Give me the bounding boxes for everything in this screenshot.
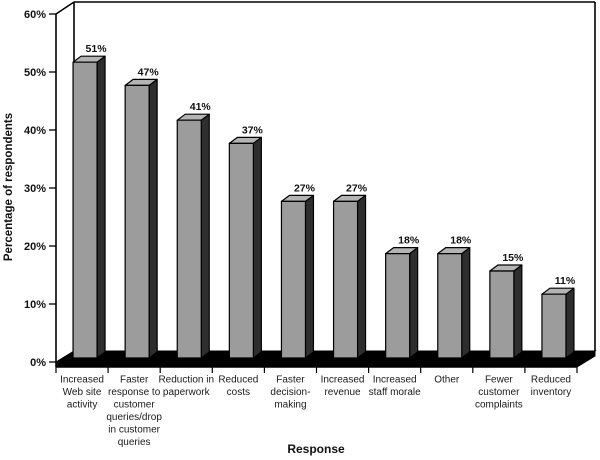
category-label-line: customer — [478, 387, 520, 398]
y-tick-label: 60% — [24, 9, 46, 21]
bar — [385, 247, 419, 359]
top-left-diagonal — [55, 1, 75, 15]
floor-right-face — [576, 350, 596, 368]
bar — [489, 264, 523, 359]
bar — [124, 78, 158, 359]
category-label-line: in customer — [108, 425, 160, 436]
bar-front-face — [280, 200, 307, 359]
bar-value-label: 18% — [398, 235, 420, 247]
y-axis-title: Percentage of respondents — [3, 113, 15, 261]
bar-front-face — [437, 253, 463, 359]
bar-side-face — [252, 136, 262, 359]
bar-value-label: 27% — [346, 182, 368, 194]
bar-side-face — [304, 194, 315, 359]
category-label-line: complaints — [475, 400, 523, 411]
bar-value-label: 51% — [86, 43, 108, 55]
bar — [332, 194, 367, 359]
bar-side-face — [513, 264, 523, 359]
bar-front-face — [332, 200, 359, 359]
bar-side-face — [148, 78, 158, 359]
bars-group — [72, 55, 575, 359]
bar-value-label: 11% — [555, 275, 576, 287]
category-label-line: Reduction in — [158, 375, 214, 386]
bar-side-face — [565, 287, 575, 359]
bar-side-face — [96, 55, 106, 359]
y-tick-label: 20% — [24, 241, 46, 253]
bar-front-face — [489, 270, 515, 359]
x-axis-title: Response — [287, 442, 345, 456]
bar-value-label: 18% — [450, 235, 472, 247]
category-label-line: queries — [118, 437, 151, 448]
y-tick-label: 0% — [30, 357, 46, 369]
bar-value-label: 41% — [190, 101, 212, 113]
bar-value-label: 37% — [242, 124, 264, 136]
y-tick-label: 10% — [24, 299, 46, 311]
category-label-line: Faster — [120, 375, 149, 386]
bar-side-face — [356, 194, 367, 359]
bar — [280, 194, 315, 359]
y-tick-label: 40% — [24, 125, 46, 137]
category-label-line: paperwork — [163, 387, 211, 398]
x-axis-ticks — [55, 367, 578, 373]
category-label: Other — [434, 375, 460, 386]
bar — [437, 247, 471, 359]
bar — [228, 136, 262, 359]
category-label-line: revenue — [324, 387, 361, 398]
category-label-line: queries/drop — [106, 412, 162, 423]
category-label-line: response to — [108, 387, 161, 398]
category-label-line: decision- — [270, 387, 310, 398]
bar-side-face — [409, 247, 419, 359]
category-label-line: Reduced — [531, 375, 571, 386]
category-label-line: costs — [227, 387, 250, 398]
category-label-line: staff morale — [369, 387, 421, 398]
bar-value-label: 47% — [138, 66, 160, 78]
bar-side-face — [461, 247, 471, 359]
category-label-line: Other — [434, 375, 460, 386]
category-label-line: Increased — [60, 375, 104, 386]
y-tick-label: 50% — [24, 67, 46, 79]
y-tick-label: 30% — [24, 183, 46, 195]
bar-front-face — [72, 61, 98, 359]
bar-side-face — [200, 113, 210, 359]
category-label-line: customer — [114, 400, 156, 411]
category-label-line: Faster — [276, 375, 305, 386]
floor-front-face — [55, 361, 578, 368]
bar-value-label: 15% — [502, 252, 524, 264]
bar-front-face — [176, 119, 202, 359]
bar — [72, 55, 106, 359]
bar-value-label: 27% — [294, 182, 316, 194]
category-label-line: Reduced — [218, 375, 258, 386]
y-axis-ticks: 0% 10% 20% 30% 40% 50% 60% — [24, 9, 56, 369]
bar-front-face — [124, 84, 150, 359]
category-label-line: activity — [67, 400, 98, 411]
bar — [541, 287, 575, 359]
category-label-line: Web site — [63, 387, 102, 398]
category-label-line: Fewer — [485, 375, 513, 386]
category-label-line: Increased — [321, 375, 365, 386]
bar-front-face — [385, 253, 411, 359]
bar-front-face — [228, 142, 254, 359]
bar — [176, 113, 210, 359]
value-labels-group: 51% 47% 41% 37% 27% 27% 18% 18% 15% 11% — [86, 43, 576, 287]
category-label-line: inventory — [531, 387, 572, 398]
bar-front-face — [541, 293, 567, 359]
category-label-line: Increased — [373, 375, 417, 386]
category-label-line: making — [274, 400, 306, 411]
